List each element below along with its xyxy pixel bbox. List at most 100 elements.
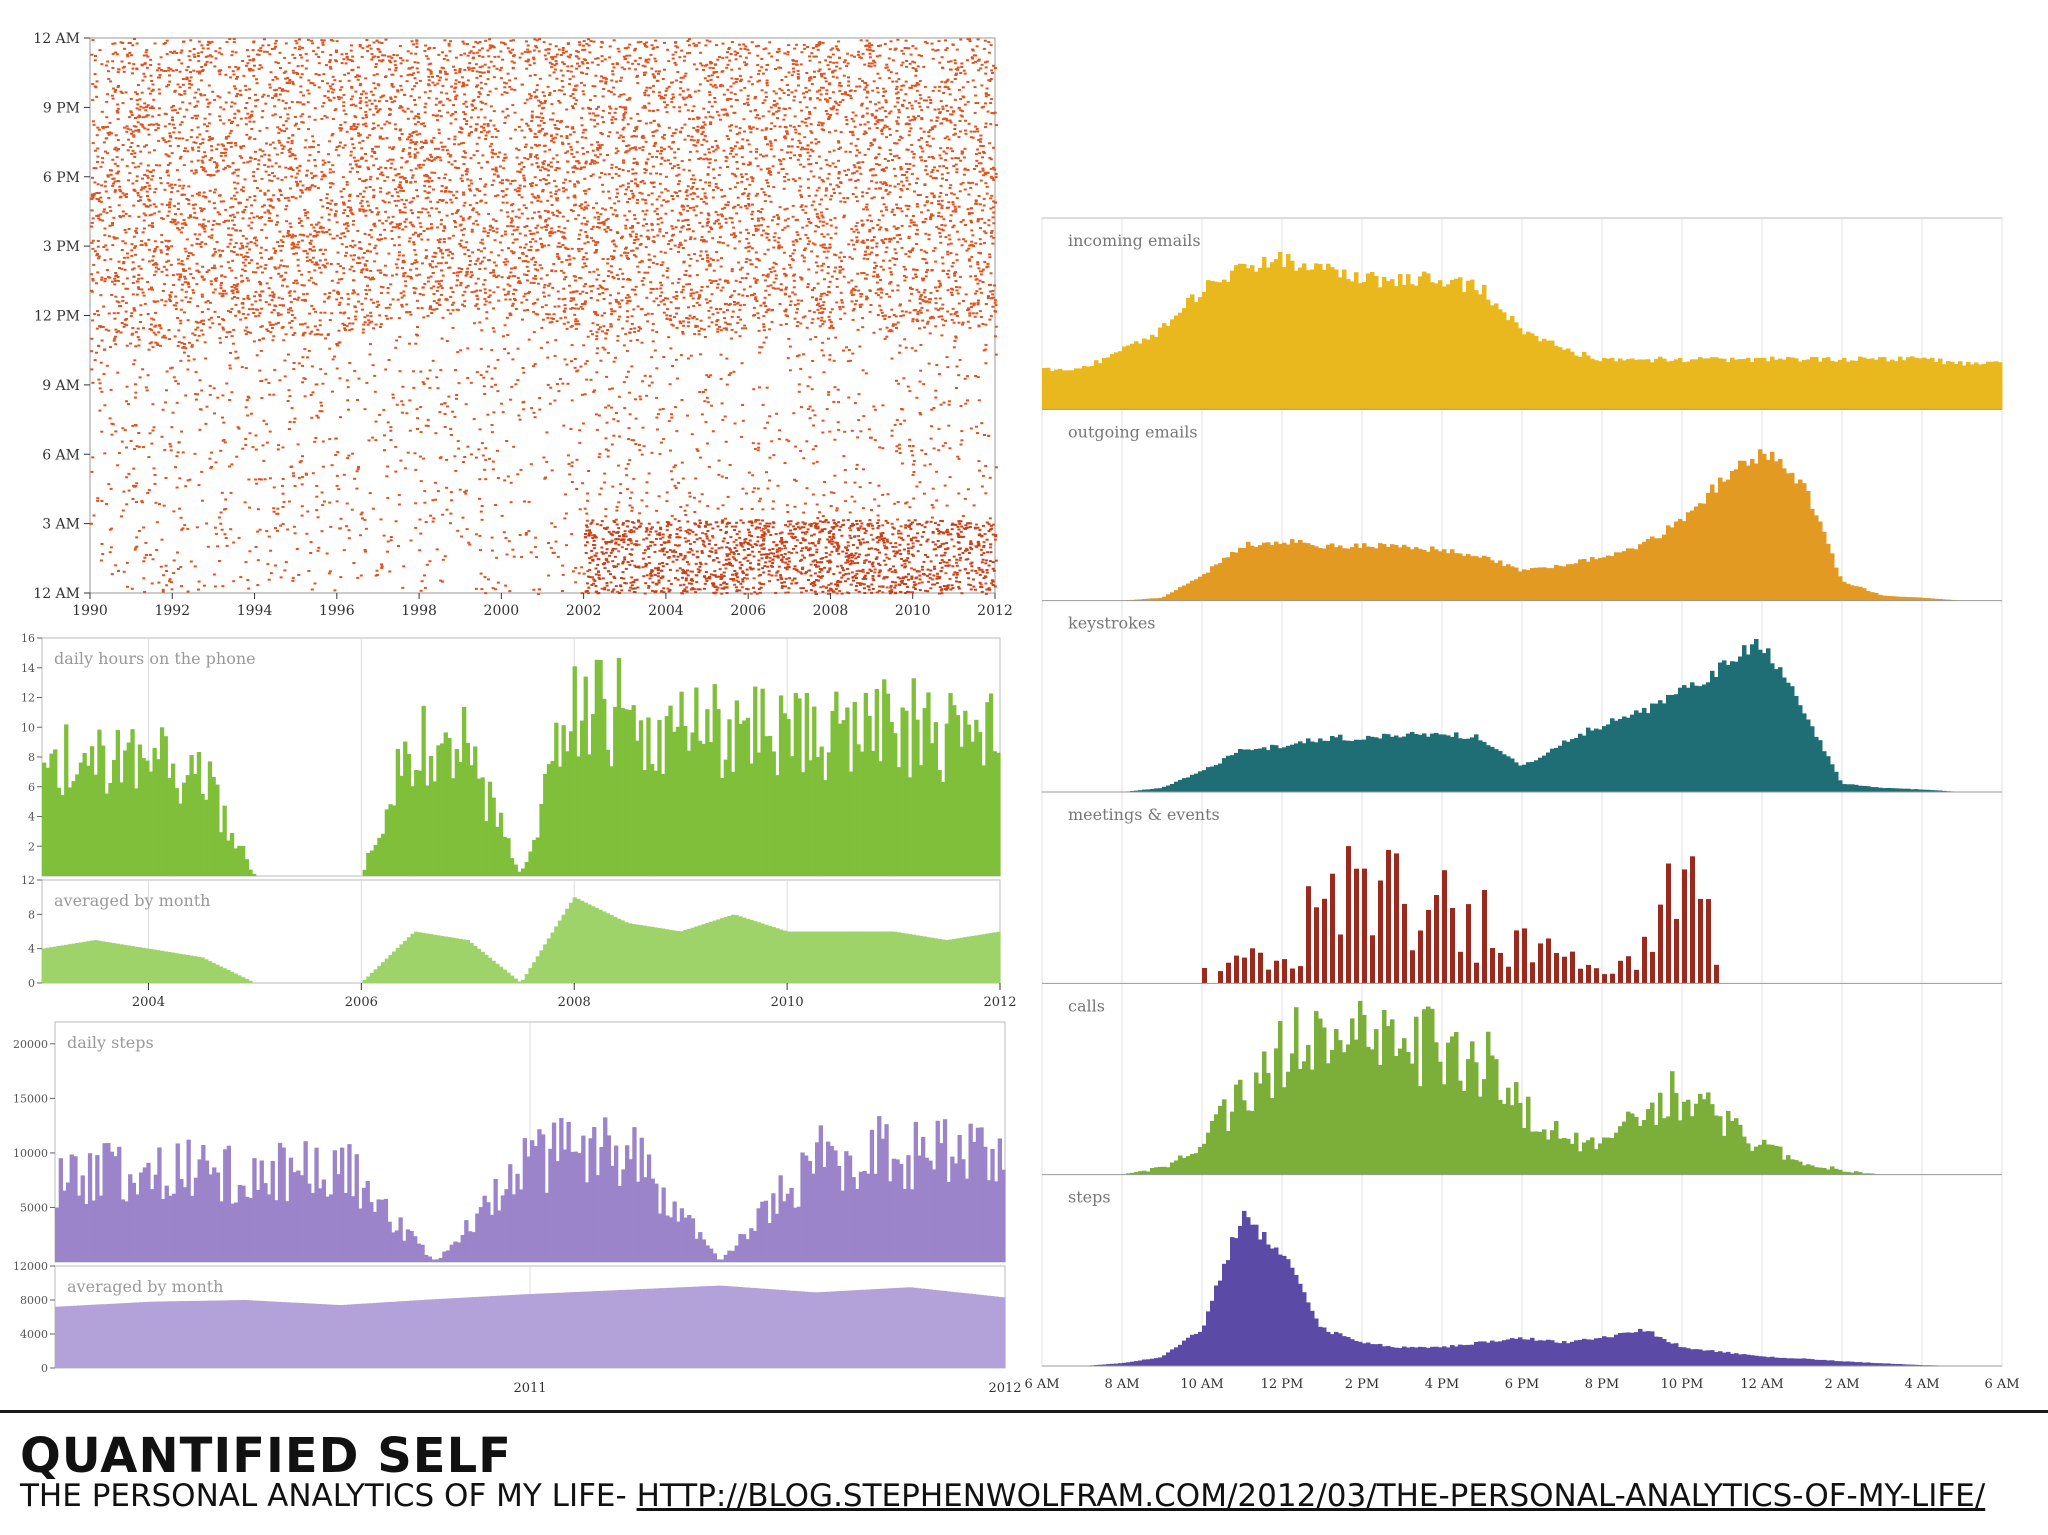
email-dot [628,391,631,394]
email-dot [260,177,264,180]
email-dot [339,96,343,99]
email-dot [849,291,853,294]
email-dot [684,274,688,276]
email-dot [704,240,708,243]
email-dot [624,247,627,250]
email-dot [429,62,433,65]
email-dot [205,98,209,101]
email-dot [709,257,713,260]
email-dot [530,184,534,187]
email-dot [522,204,526,207]
email-dot [381,59,385,62]
email-dot [651,322,655,325]
email-dot [811,409,815,412]
email-dot [308,154,312,157]
email-dot [227,66,231,69]
email-dot [764,138,768,140]
email-dot [738,74,742,77]
email-dot [681,332,685,335]
email-dot [850,571,854,574]
email-dot [176,258,180,261]
email-dot [219,511,223,514]
email-dot [90,225,93,228]
email-dot [747,250,751,253]
email-dot [378,108,382,111]
email-dot [125,125,129,128]
email-dot [553,89,557,92]
email-dot [265,142,268,145]
email-dot [967,258,971,261]
email-dot [738,268,742,271]
email-dot [699,51,703,54]
email-dot [517,194,521,196]
email-dot [208,135,212,138]
email-dot [429,223,433,226]
email-dot [791,63,795,65]
email-dot [658,408,662,411]
email-dot [703,123,707,126]
email-dot [120,440,124,443]
email-dot [567,463,571,465]
email-dot [224,292,228,295]
email-dot [398,183,402,186]
email-dot [685,504,689,507]
email-dot [267,382,271,384]
email-dot [529,182,533,185]
email-dot [623,214,627,217]
email-dot [795,539,799,542]
email-dot [670,239,674,241]
email-dot [157,331,161,334]
email-dot [577,323,581,326]
email-dot [221,159,225,162]
email-dot [945,356,949,359]
email-dot [955,259,959,262]
email-dot [564,247,568,250]
email-dot [585,526,589,529]
email-dot [926,268,930,271]
email-dot [827,315,831,318]
email-dot [840,301,844,304]
email-dot [582,44,585,47]
email-dot [378,326,382,328]
email-dot [234,144,238,147]
email-dot [365,104,369,107]
email-dot [386,159,390,162]
email-dot [360,511,364,514]
email-dot [469,116,473,119]
email-dot [568,284,571,287]
email-dot [490,44,494,47]
email-dot [892,314,896,316]
email-dot [394,128,398,131]
email-dot [983,61,987,64]
email-dot [254,546,258,548]
email-dot [914,100,918,103]
email-dot [107,197,111,199]
email-dot [431,81,435,84]
email-dot [193,211,197,214]
email-dot [234,168,238,171]
email-dot [818,89,821,92]
email-dot [617,50,621,53]
email-dot [344,227,348,230]
email-dot [381,174,385,177]
email-dot [705,224,709,227]
email-dot [920,137,923,140]
email-dot [898,196,902,199]
email-dot [683,509,687,512]
email-dot [388,59,391,62]
email-dot [432,293,436,295]
email-dot [652,46,656,49]
email-dot [214,532,218,535]
email-dot [760,58,764,60]
email-dot [335,146,339,149]
email-dot [828,150,832,153]
email-dot [793,505,797,508]
email-dot [415,267,419,270]
email-dot [813,522,817,525]
email-dot [976,301,980,304]
email-dot [441,513,445,516]
email-dot [598,452,602,455]
email-dot [683,123,687,126]
email-dot [616,301,620,304]
email-dot [364,276,368,278]
